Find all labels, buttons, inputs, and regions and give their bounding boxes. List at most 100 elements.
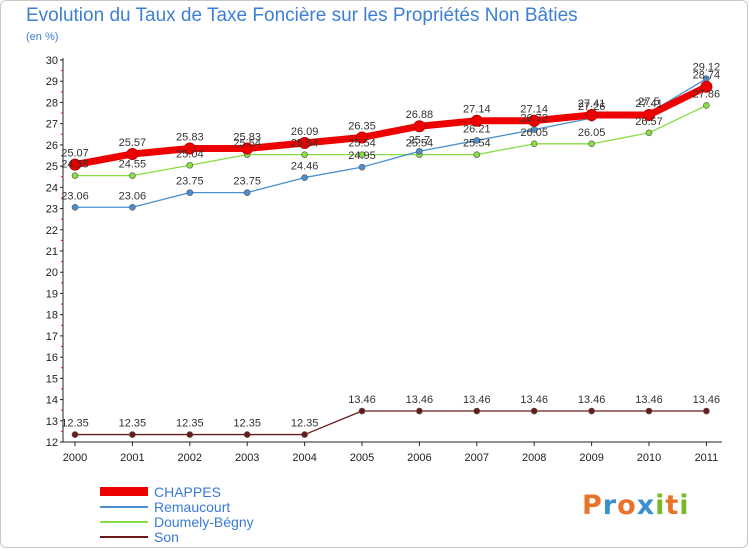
legend-item-remaucourt: Remaucourt bbox=[100, 498, 254, 515]
data-point bbox=[473, 407, 481, 415]
legend-label: Remaucourt bbox=[154, 498, 231, 515]
y-tick-label: 20 bbox=[46, 267, 58, 279]
y-tick-label: 28 bbox=[46, 97, 58, 109]
y-tick-label: 27 bbox=[46, 119, 58, 131]
data-label: 27.14 bbox=[520, 104, 548, 116]
data-point bbox=[645, 129, 653, 137]
y-tick-label: 13 bbox=[46, 416, 58, 428]
data-label: 13.46 bbox=[463, 394, 491, 406]
y-tick-label: 29 bbox=[46, 76, 58, 88]
y-tick-label: 30 bbox=[46, 55, 58, 67]
logo-letter: i bbox=[679, 490, 690, 521]
data-point bbox=[301, 174, 308, 181]
data-label: 24.46 bbox=[291, 161, 319, 173]
y-tick-label: 19 bbox=[46, 288, 58, 300]
data-point bbox=[126, 148, 139, 161]
x-tick-label: 2008 bbox=[522, 452, 546, 464]
data-label: 12.35 bbox=[119, 418, 147, 430]
data-label: 23.06 bbox=[119, 190, 147, 202]
data-label: 12.35 bbox=[176, 418, 204, 430]
data-label: 23.75 bbox=[233, 176, 261, 188]
logo-letter: t bbox=[665, 490, 680, 521]
data-point bbox=[530, 140, 538, 148]
data-label: 25.54 bbox=[233, 138, 261, 150]
data-point bbox=[71, 172, 79, 179]
x-tick-label: 2004 bbox=[292, 452, 316, 464]
x-tick-label: 2010 bbox=[637, 452, 661, 464]
data-label: 25.57 bbox=[119, 137, 147, 149]
data-point bbox=[129, 203, 136, 211]
data-label: 13.46 bbox=[520, 394, 548, 406]
data-label: 26.09 bbox=[291, 126, 319, 138]
x-tick-label: 2005 bbox=[350, 452, 374, 464]
y-tick-label: 25 bbox=[46, 161, 58, 173]
data-point bbox=[588, 140, 595, 148]
data-label: 25.83 bbox=[233, 131, 261, 143]
logo-letter: P bbox=[582, 490, 603, 521]
data-label: 13.46 bbox=[635, 394, 663, 406]
x-tick-label: 2006 bbox=[407, 452, 431, 464]
data-point bbox=[358, 151, 366, 158]
y-tick-label: 23 bbox=[46, 204, 58, 216]
data-label: 13.46 bbox=[348, 394, 376, 406]
logo-letter: o bbox=[617, 490, 637, 521]
data-label: 23.75 bbox=[176, 176, 204, 188]
data-labels: 25.07 25.57 25.83 25.83 26.09 26.35 26.88 27.14… bbox=[61, 62, 720, 430]
y-tick-label: 15 bbox=[46, 373, 58, 385]
data-point bbox=[129, 431, 136, 438]
x-tick-label: 2002 bbox=[178, 452, 202, 464]
data-label: 26.35 bbox=[348, 120, 376, 132]
x-tick-label: 2011 bbox=[695, 452, 719, 464]
data-point bbox=[358, 163, 366, 171]
data-point bbox=[186, 189, 194, 196]
y-tick-label: 12 bbox=[46, 437, 58, 449]
data-label: 24.55 bbox=[61, 159, 89, 171]
legend-swatch bbox=[100, 487, 148, 496]
data-label: 26.88 bbox=[406, 109, 434, 121]
series-line-2 bbox=[75, 104, 707, 177]
data-label: 25.54 bbox=[463, 138, 491, 150]
data-label: 27.86 bbox=[693, 88, 721, 100]
data-label: 12.35 bbox=[291, 418, 319, 430]
data-point bbox=[71, 431, 79, 438]
data-label: 24.95 bbox=[348, 150, 376, 162]
data-label: 25.83 bbox=[176, 131, 204, 143]
data-label: 27.26 bbox=[578, 101, 606, 113]
data-point bbox=[643, 108, 655, 121]
proxiti-logo: Proxiti bbox=[582, 490, 690, 521]
data-point bbox=[183, 142, 196, 155]
legend-swatch bbox=[100, 535, 148, 538]
data-point bbox=[301, 431, 308, 438]
data-label: 26.21 bbox=[463, 123, 491, 135]
data-point bbox=[700, 80, 713, 93]
data-label: 27.41 bbox=[635, 98, 663, 110]
data-point bbox=[528, 114, 541, 127]
data-label: 13.46 bbox=[406, 394, 434, 406]
x-tick-label: 2000 bbox=[63, 452, 87, 464]
data-point bbox=[186, 161, 194, 169]
data-label: 13.46 bbox=[693, 394, 721, 406]
data-label: 25.7 bbox=[409, 134, 430, 146]
y-tick-label: 26 bbox=[46, 140, 58, 152]
data-point bbox=[298, 136, 311, 149]
data-point bbox=[703, 407, 710, 415]
data-label: 26.05 bbox=[578, 127, 606, 139]
y-tick-label: 24 bbox=[46, 182, 58, 194]
data-label: 26.05 bbox=[520, 127, 548, 139]
data-point bbox=[588, 407, 595, 415]
data-label: 25.54 bbox=[406, 138, 434, 150]
chart-title: Evolution du Taux de Taxe Foncière sur l… bbox=[26, 5, 578, 26]
data-label: 25.04 bbox=[176, 148, 204, 160]
data-point bbox=[301, 151, 308, 158]
y-tick-label: 22 bbox=[46, 225, 58, 237]
y-tick-label: 16 bbox=[46, 352, 58, 364]
data-point bbox=[358, 407, 366, 415]
data-label: 12.35 bbox=[61, 418, 89, 430]
series-lines bbox=[74, 78, 708, 436]
data-point bbox=[530, 407, 538, 415]
data-point bbox=[473, 137, 481, 144]
data-label: 26.57 bbox=[635, 116, 663, 128]
y-tick-label: 14 bbox=[46, 395, 58, 407]
data-label: 25.07 bbox=[61, 148, 89, 160]
